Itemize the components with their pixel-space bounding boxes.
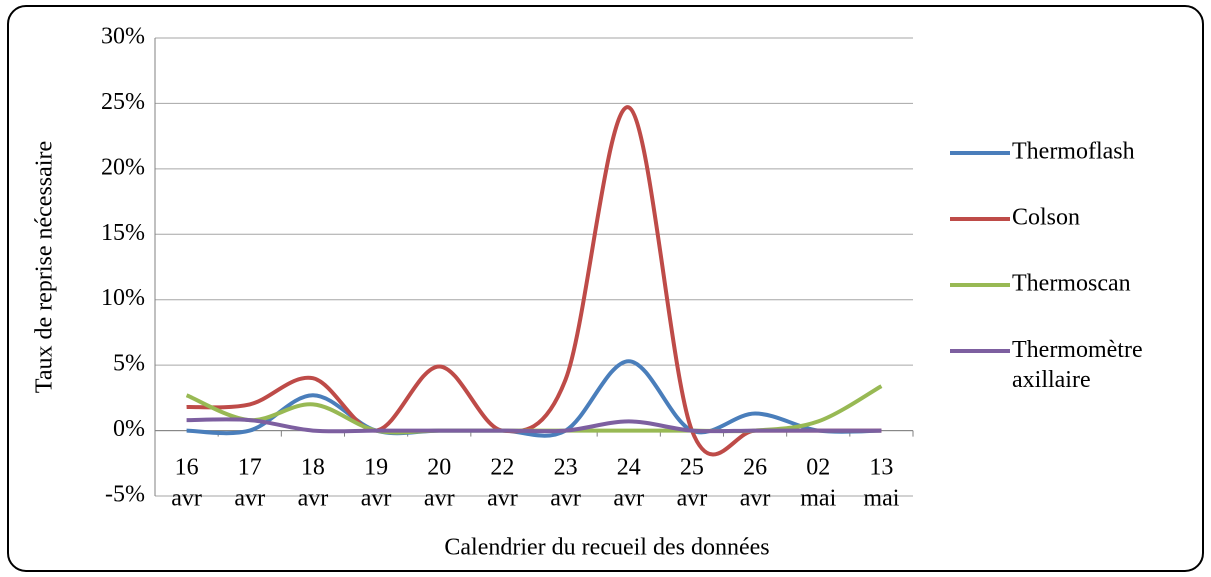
x-tick-label: 22 avr	[487, 454, 518, 511]
x-tick-label: 23 avr	[550, 454, 581, 511]
x-tick-label: 16 avr	[171, 454, 202, 511]
x-tick-label-line: 22	[490, 454, 514, 480]
x-tick-label-line: 13	[869, 454, 893, 480]
x-tick-label-line: 18	[301, 454, 325, 480]
y-tick-label: 10%	[101, 285, 145, 311]
x-tick-label-line: avr	[298, 485, 329, 511]
legend-label: Thermoflash	[1012, 139, 1135, 165]
x-tick-label-line: 24	[617, 454, 641, 480]
y-axis-label: Taux de reprise nécessaire	[32, 141, 58, 393]
x-tick-label: 19 avr	[361, 454, 392, 511]
x-tick-label-line: mai	[863, 485, 899, 511]
x-tick-label-line: mai	[800, 485, 836, 511]
legend-label: Thermomètre axillaire	[1012, 337, 1143, 393]
y-tick-label: 25%	[101, 89, 145, 115]
x-tick-label: 25 avr	[677, 454, 708, 511]
y-tick-label: 5%	[113, 351, 145, 377]
legend-label: Colson	[1012, 205, 1080, 231]
x-tick-label-line: avr	[171, 485, 202, 511]
legend-label: Thermoscan	[1012, 271, 1131, 297]
x-tick-label: 17 avr	[234, 454, 265, 511]
x-tick-label: 24 avr	[613, 454, 644, 511]
x-tick-label: 26 avr	[740, 454, 771, 511]
x-tick-label: 02 mai	[800, 454, 836, 511]
x-tick-label-line: avr	[424, 485, 455, 511]
x-tick-label-line: 25	[680, 454, 704, 480]
y-tick-label: 30%	[101, 24, 145, 50]
x-axis-label: Calendrier du recueil des données	[444, 535, 769, 561]
legend-label-line: Thermomètre	[1012, 337, 1143, 363]
legend-label-line: axillaire	[1012, 367, 1091, 393]
series-line	[186, 417, 882, 434]
series-line	[186, 359, 882, 438]
x-tick-label-line: 26	[743, 454, 767, 480]
x-tick-label-line: avr	[740, 485, 771, 511]
series-line	[186, 105, 882, 457]
y-tick-label: 15%	[101, 220, 145, 246]
x-tick-label-line: avr	[234, 485, 265, 511]
x-tick-label-line: 23	[554, 454, 578, 480]
x-tick-label: 13 mai	[863, 454, 899, 511]
x-tick-label-line: avr	[550, 485, 581, 511]
x-tick-label-line: 17	[238, 454, 262, 480]
x-tick-label-line: avr	[487, 485, 518, 511]
x-tick-label-line: 20	[427, 454, 451, 480]
x-tick-label: 18 avr	[298, 454, 329, 511]
x-tick-label-line: avr	[677, 485, 708, 511]
x-tick-label-line: 19	[364, 454, 388, 480]
x-tick-label-line: 02	[806, 454, 830, 480]
x-tick-label-line: avr	[361, 485, 392, 511]
y-tick-label: -5%	[105, 482, 145, 508]
y-tick-label: 20%	[101, 154, 145, 180]
x-tick-label: 20 avr	[424, 454, 455, 511]
y-tick-label: 0%	[113, 416, 145, 442]
x-tick-label-line: avr	[613, 485, 644, 511]
x-tick-label-line: 16	[175, 454, 199, 480]
